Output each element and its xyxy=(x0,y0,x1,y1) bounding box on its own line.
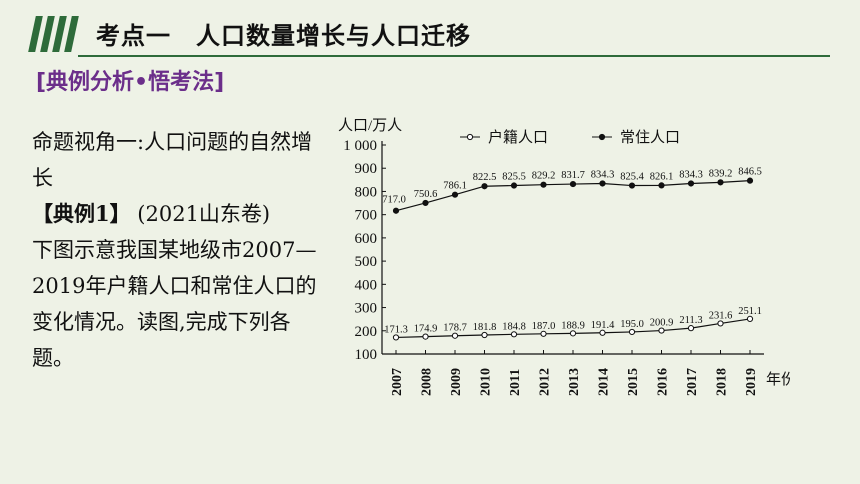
example-source: (2021山东卷) xyxy=(130,202,271,226)
x-tick-label: 2011 xyxy=(508,369,523,396)
data-point-registered xyxy=(451,332,459,339)
data-point-resident xyxy=(392,207,400,214)
data-label: 251.1 xyxy=(738,306,762,317)
y-tick-label: 100 xyxy=(355,347,378,363)
data-label: 187.0 xyxy=(532,321,556,332)
x-tick-label: 2009 xyxy=(449,368,464,396)
x-tick-label: 2014 xyxy=(597,368,612,396)
legend-marker xyxy=(598,133,606,141)
example-body: 下图示意我国某地级市2007—2019年户籍人口和常住人口的变化情况。读图,完成… xyxy=(32,238,317,370)
data-label: 825.4 xyxy=(620,172,644,183)
data-label: 825.5 xyxy=(502,172,526,183)
data-label: 191.4 xyxy=(591,320,615,331)
data-point-registered xyxy=(392,334,400,341)
data-point-registered xyxy=(540,330,547,337)
data-label: 188.9 xyxy=(561,320,585,331)
data-point-registered xyxy=(510,331,518,338)
y-tick-label: 200 xyxy=(355,324,378,340)
x-tick-label: 2013 xyxy=(567,368,582,396)
data-point-resident xyxy=(422,199,429,207)
angle-heading: 命题视角一:人口问题的自然增长 xyxy=(32,130,313,190)
y-tick-label: 600 xyxy=(355,231,378,247)
data-label: 750.6 xyxy=(414,189,438,200)
x-tick-label: 2018 xyxy=(715,368,730,396)
data-label: 171.3 xyxy=(384,324,408,335)
data-point-resident xyxy=(451,191,459,198)
header-divider xyxy=(78,55,830,57)
data-point-resident xyxy=(569,180,577,188)
x-tick-label: 2007 xyxy=(390,368,405,396)
data-point-registered xyxy=(599,329,606,336)
y-axis-label: 人口/万人 xyxy=(338,117,402,134)
population-chart: 100 200 300 400 500 600 700 800 900 1 000 人口/万人 200… xyxy=(338,117,790,396)
y-tick-label: 300 xyxy=(355,301,378,317)
data-point-resident xyxy=(687,180,695,187)
data-label: 834.3 xyxy=(679,169,703,180)
x-tick-label: 2019 xyxy=(744,368,759,396)
example-line: 【典例1】 (2021山东卷) xyxy=(32,196,322,232)
legend-label: 户籍人口 xyxy=(488,129,548,146)
data-label: 822.5 xyxy=(473,172,497,183)
y-tick-label: 700 xyxy=(355,208,378,224)
data-point-registered xyxy=(422,333,429,340)
data-label: 839.2 xyxy=(709,168,733,179)
data-label: 829.2 xyxy=(532,171,556,182)
data-point-resident xyxy=(658,182,665,189)
data-point-registered xyxy=(569,330,577,337)
example-label: 【典例1】 xyxy=(32,201,131,226)
data-label: 231.6 xyxy=(709,310,733,321)
data-label: 200.9 xyxy=(650,318,674,329)
data-label: 178.7 xyxy=(443,323,467,334)
data-label: 834.3 xyxy=(591,169,615,180)
data-point-registered xyxy=(628,328,636,336)
question-text: 命题视角一:人口问题的自然增长 【典例1】 (2021山东卷) 下图示意我国某地… xyxy=(32,124,322,376)
data-label: 195.0 xyxy=(620,319,644,330)
data-label: 717.0 xyxy=(382,195,406,206)
data-point-registered xyxy=(717,320,724,327)
y-tick-label: 500 xyxy=(355,254,378,270)
data-label: 831.7 xyxy=(561,170,585,181)
data-point-resident xyxy=(599,180,606,187)
data-point-resident xyxy=(628,182,636,189)
data-label: 181.8 xyxy=(473,322,497,333)
y-tick-label: 1 000 xyxy=(343,138,377,154)
data-label: 174.9 xyxy=(414,324,438,335)
header-stripes-icon xyxy=(28,16,79,52)
y-tick-label: 900 xyxy=(355,161,378,177)
data-point-resident xyxy=(746,177,754,184)
legend-marker xyxy=(466,133,474,141)
x-tick-label: 2016 xyxy=(656,368,671,396)
x-tick-label: 2010 xyxy=(479,368,494,396)
data-point-resident xyxy=(540,181,547,188)
data-point-registered xyxy=(658,327,665,334)
data-point-registered xyxy=(687,325,695,332)
x-tick-label: 2012 xyxy=(538,368,553,396)
data-point-registered xyxy=(481,331,488,339)
y-tick-label: 400 xyxy=(355,277,378,293)
data-point-resident xyxy=(717,179,724,186)
x-tick-label: 2015 xyxy=(626,368,641,396)
x-tick-label: 2017 xyxy=(685,368,700,396)
section-tag: [典例分析•悟考法] xyxy=(36,70,225,95)
y-tick-label: 800 xyxy=(355,184,378,200)
data-label: 846.5 xyxy=(738,167,762,178)
x-tick-label: 2008 xyxy=(420,368,435,396)
data-point-resident xyxy=(510,182,518,189)
data-label: 211.3 xyxy=(679,315,702,326)
page-title: 考点一 人口数量增长与人口迁移 xyxy=(96,22,471,50)
data-label: 184.8 xyxy=(502,321,526,332)
legend-label: 常住人口 xyxy=(620,129,680,146)
data-label: 826.1 xyxy=(650,171,674,182)
header-bar: 考点一 人口数量增长与人口迁移 xyxy=(28,12,830,57)
data-point-resident xyxy=(481,183,488,190)
x-axis-label: 年份 xyxy=(766,371,790,388)
data-point-registered xyxy=(746,315,754,323)
data-label: 786.1 xyxy=(443,181,467,192)
